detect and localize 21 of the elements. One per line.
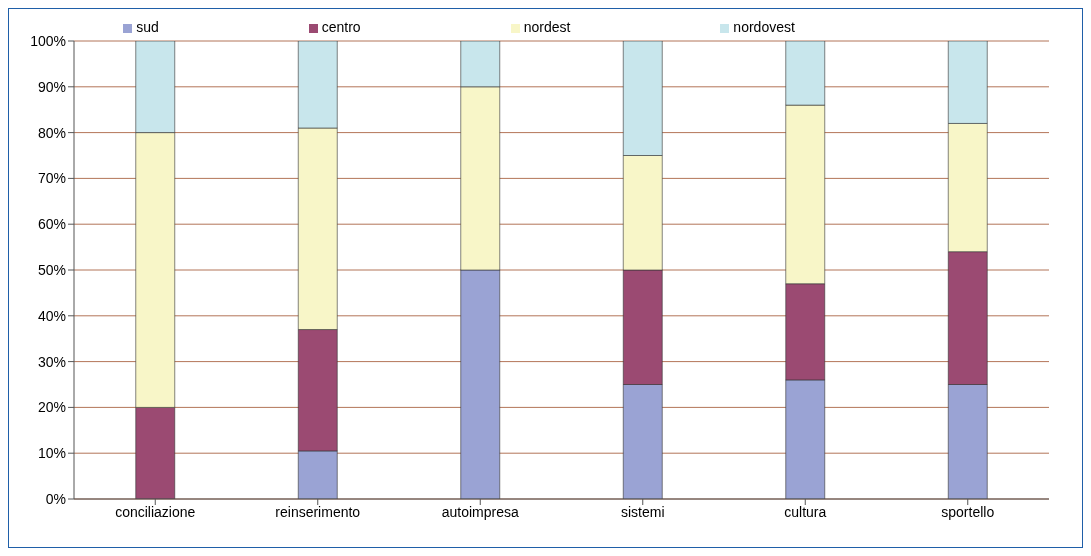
legend-label: nordest — [523, 19, 571, 35]
y-tick-label: 50% — [37, 261, 66, 278]
x-tick-label: reinserimento — [275, 503, 361, 520]
x-tick-label: cultura — [784, 503, 827, 520]
y-tick-label: 70% — [37, 170, 66, 187]
y-tick-label: 100% — [30, 32, 66, 49]
legend-label: nordovest — [733, 19, 795, 35]
x-tick-label: sportello — [941, 503, 995, 520]
legend-label: centro — [321, 19, 361, 35]
x-tick-label: autoimpresa — [441, 503, 519, 520]
y-tick-label: 90% — [37, 78, 66, 95]
y-tick-label: 40% — [37, 307, 66, 324]
y-tick-label: 0% — [45, 490, 66, 507]
y-tick-label: 60% — [37, 216, 66, 233]
legend-label: sud — [136, 19, 159, 35]
y-tick-label: 20% — [37, 399, 66, 416]
y-tick-label: 80% — [37, 124, 66, 141]
y-tick-label: 30% — [37, 353, 66, 370]
y-tick-label: 10% — [37, 445, 66, 462]
x-tick-label: conciliazione — [115, 503, 196, 520]
x-tick-label: sistemi — [620, 503, 665, 520]
